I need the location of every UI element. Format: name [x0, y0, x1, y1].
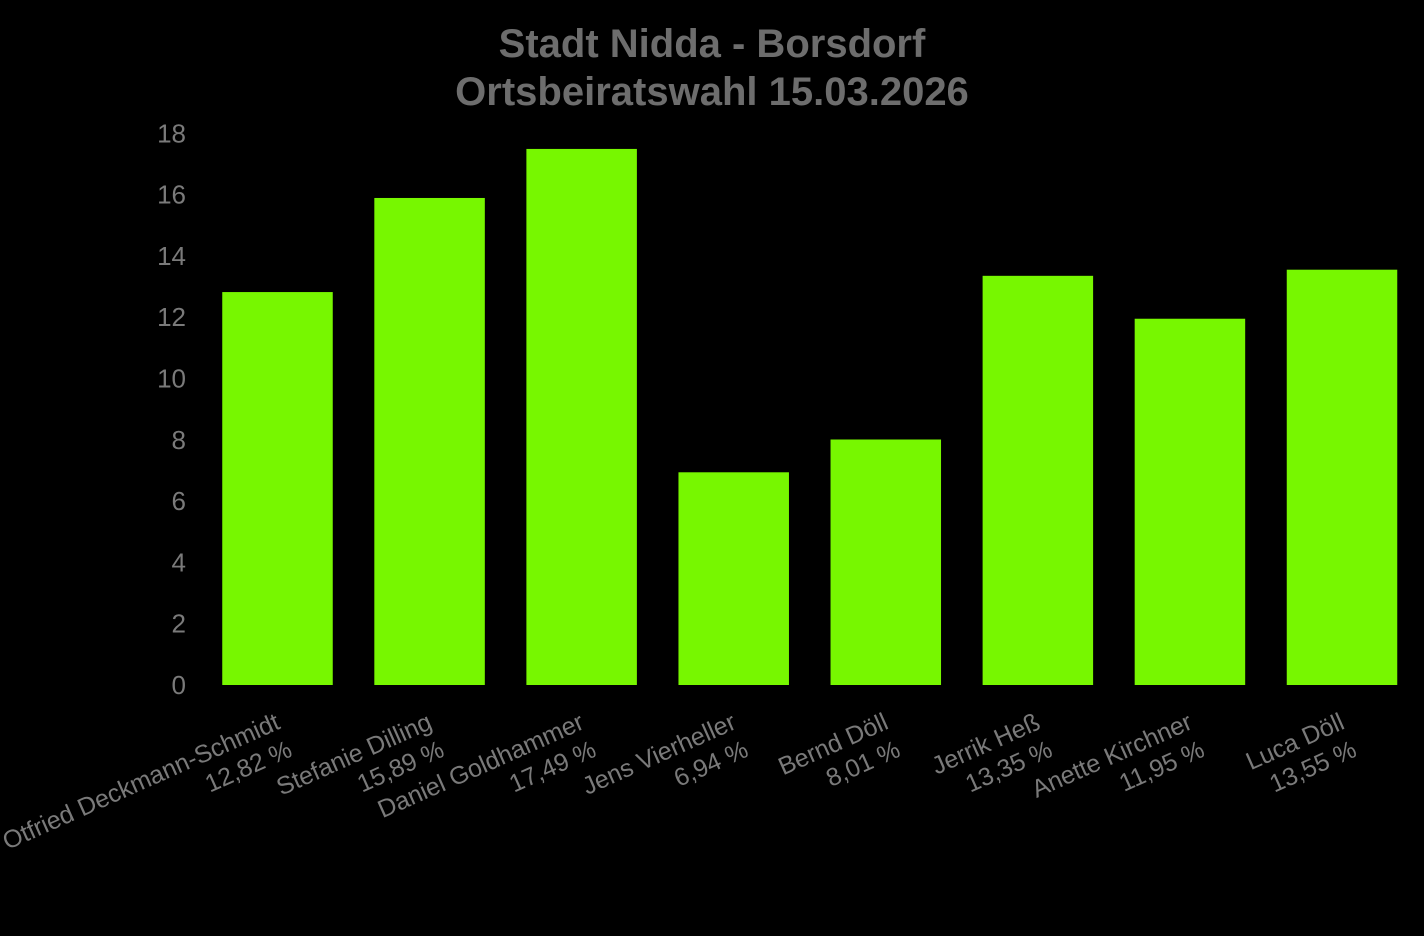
- bar: [830, 439, 942, 685]
- x-category-label: Bernd Döll8,01 %: [774, 708, 904, 808]
- y-tick-label: 14: [157, 241, 186, 271]
- x-category-label: Otfried Deckmann-Schmidt12,82 %: [0, 708, 296, 883]
- bar: [222, 292, 333, 685]
- x-category-label: Anette Kirchner11,95 %: [1028, 708, 1209, 831]
- bar: [678, 472, 789, 685]
- y-tick-label: 12: [157, 302, 186, 332]
- y-tick-label: 4: [172, 547, 186, 577]
- x-category-label: Luca Döll13,55 %: [1242, 708, 1361, 803]
- bar: [1286, 269, 1398, 685]
- chart-title: Stadt Nidda - Borsdorf: [498, 22, 926, 66]
- y-tick-label: 6: [172, 486, 186, 516]
- x-category-label: Jens Vierheller6,94 %: [578, 708, 752, 828]
- y-tick-label: 16: [157, 180, 186, 210]
- bar: [1134, 318, 1246, 685]
- y-tick-label: 0: [172, 670, 186, 700]
- chart-subtitle: Ortsbeiratswahl 15.03.2026: [455, 70, 969, 114]
- bar: [982, 275, 1094, 685]
- y-tick-label: 2: [172, 609, 186, 639]
- y-tick-label: 8: [172, 425, 186, 455]
- bar: [374, 197, 485, 685]
- bar: [526, 148, 637, 685]
- y-tick-label: 18: [157, 118, 186, 148]
- x-category-label: Stefanie Dilling15,89 %: [272, 708, 448, 829]
- y-tick-label: 10: [157, 364, 186, 394]
